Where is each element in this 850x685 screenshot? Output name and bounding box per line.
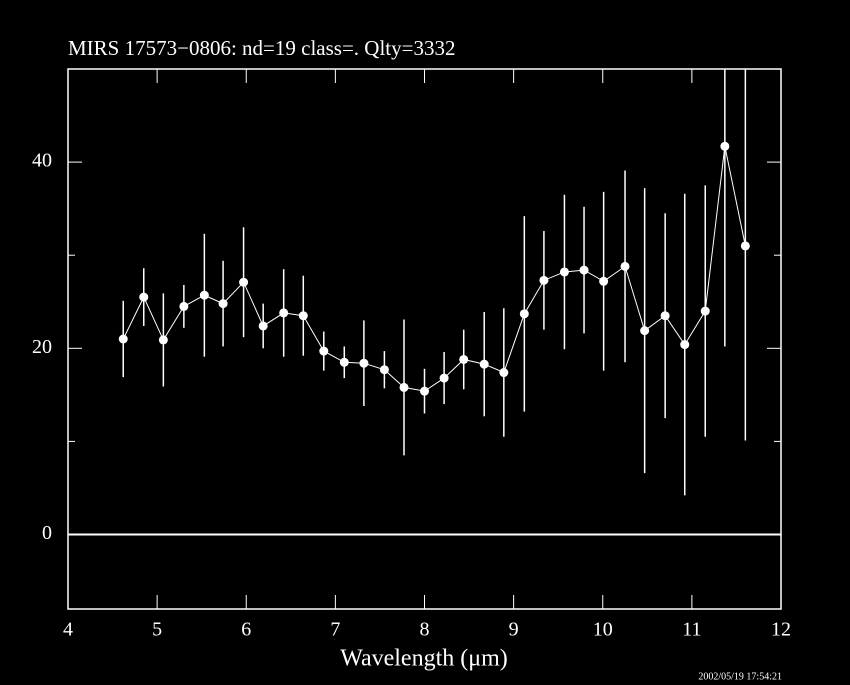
data-point: [579, 265, 589, 275]
data-point: [199, 290, 209, 300]
data-point: [499, 368, 509, 378]
data-point: [118, 334, 128, 344]
data-point: [279, 308, 289, 318]
data-point: [239, 277, 249, 287]
x-tick-label: 7: [330, 619, 340, 641]
data-point: [599, 276, 609, 286]
data-point: [420, 386, 429, 396]
data-point: [319, 346, 329, 356]
data-point: [298, 311, 308, 321]
data-point: [539, 275, 549, 285]
data-point: [720, 141, 730, 151]
x-tick-label: 12: [771, 619, 791, 641]
x-tick-label: 6: [241, 619, 251, 641]
x-tick-label: 10: [593, 619, 613, 641]
data-point: [479, 359, 489, 369]
x-tick-label: 11: [682, 619, 701, 641]
timestamp: 2002/05/19 17:54:21: [698, 671, 782, 680]
data-point: [339, 357, 349, 367]
x-tick-label: 8: [420, 619, 430, 641]
data-point: [680, 340, 690, 350]
data-point: [559, 267, 569, 277]
y-tick-label: 20: [32, 336, 52, 358]
data-point: [379, 365, 389, 375]
data-point: [660, 311, 670, 321]
data-point: [459, 354, 469, 364]
data-point: [359, 358, 369, 368]
data-point: [700, 306, 710, 316]
data-point: [640, 326, 650, 336]
data-point: [258, 321, 268, 331]
data-line: [122, 146, 746, 392]
data-point: [158, 335, 168, 345]
plot-area: [118, 69, 750, 496]
x-tick-label: 9: [509, 619, 519, 641]
x-tick-label: 5: [152, 619, 162, 641]
y-tick-label: 40: [32, 150, 52, 172]
data-point: [519, 309, 529, 319]
data-point: [399, 382, 409, 392]
data-point: [740, 241, 750, 251]
data-point: [439, 373, 449, 383]
data-point: [179, 301, 189, 311]
data-point: [218, 299, 228, 309]
data-point: [620, 261, 630, 271]
chart-title: MIRS 17573−0806: nd=19 class=. Qlty=3332: [68, 36, 455, 60]
data-point: [139, 292, 149, 302]
x-axis-label: Wavelength (μm): [340, 646, 508, 672]
y-tick-label: 0: [42, 522, 52, 544]
x-tick-label: 4: [63, 619, 73, 641]
